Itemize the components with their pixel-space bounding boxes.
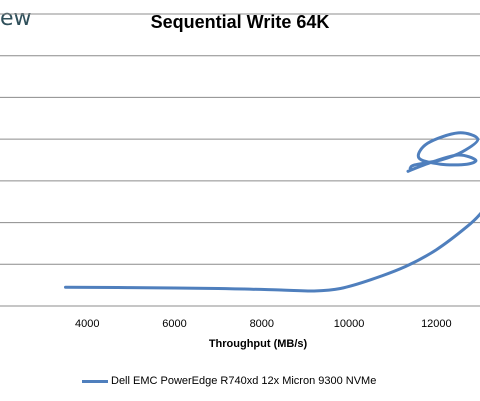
chart-title: Sequential Write 64K bbox=[150, 12, 330, 32]
legend: Dell EMC PowerEdge R740xd 12x Micron 930… bbox=[82, 375, 376, 387]
series-line-0 bbox=[64, 211, 480, 293]
x-tick-label-2: 8000 bbox=[250, 318, 274, 330]
legend-swatch bbox=[82, 379, 108, 383]
x-axis-label: Throughput (MB/s) bbox=[208, 338, 308, 350]
legend-entry-label: Dell EMC PowerEdge R740xd 12x Micron 930… bbox=[111, 375, 377, 387]
series-line-1 bbox=[406, 131, 480, 173]
x-tick-label-1: 6000 bbox=[162, 318, 186, 330]
x-tick-label-3: 10000 bbox=[334, 318, 365, 330]
site-logo-text: ew bbox=[0, 6, 32, 31]
x-tick-label-0: 4000 bbox=[75, 318, 99, 330]
x-tick-label-4: 12000 bbox=[421, 318, 452, 330]
